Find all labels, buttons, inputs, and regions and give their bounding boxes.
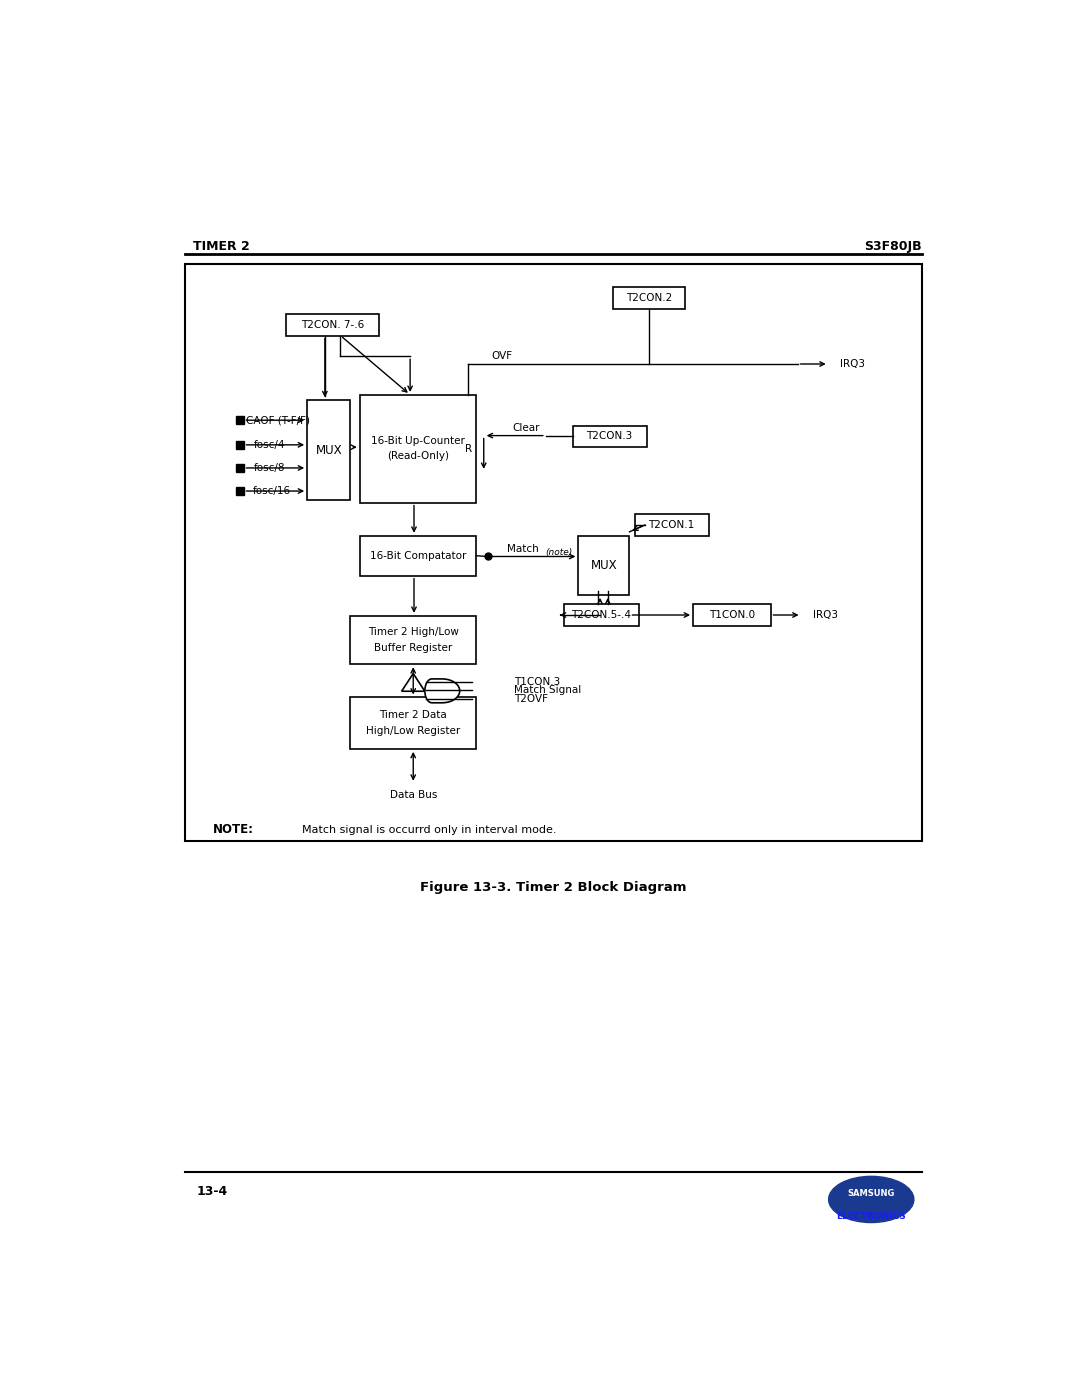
Bar xyxy=(186,264,921,841)
Bar xyxy=(235,464,243,472)
Bar xyxy=(350,616,476,665)
Text: T2CON. 7-.6: T2CON. 7-.6 xyxy=(301,320,364,330)
Text: T2CON.1: T2CON.1 xyxy=(649,520,694,529)
Ellipse shape xyxy=(828,1176,914,1222)
Text: NOTE:: NOTE: xyxy=(213,823,254,837)
Bar xyxy=(572,426,647,447)
Bar xyxy=(693,605,770,626)
Text: ELECTRONICS: ELECTRONICS xyxy=(836,1211,906,1221)
Text: T2OVF: T2OVF xyxy=(514,694,548,704)
Text: IRQ3: IRQ3 xyxy=(840,359,865,369)
Text: Match Signal: Match Signal xyxy=(514,686,581,696)
Text: Figure 13-3. Timer 2 Block Diagram: Figure 13-3. Timer 2 Block Diagram xyxy=(420,882,687,894)
Text: T2CON.2: T2CON.2 xyxy=(626,293,673,303)
Bar xyxy=(286,314,379,335)
Text: fosc/8: fosc/8 xyxy=(254,462,285,474)
Text: T2CON.5-.4: T2CON.5-.4 xyxy=(571,610,631,620)
Text: OVF: OVF xyxy=(491,351,513,362)
Text: T2CON.3: T2CON.3 xyxy=(586,432,633,441)
Text: Match signal is occurrd only in interval mode.: Match signal is occurrd only in interval… xyxy=(301,824,556,835)
Text: (note): (note) xyxy=(545,548,573,557)
Text: 16-Bit Compatator: 16-Bit Compatator xyxy=(369,550,467,560)
Text: MUX: MUX xyxy=(591,559,617,571)
Text: fosc/4: fosc/4 xyxy=(254,440,285,450)
Text: TIMER 2: TIMER 2 xyxy=(193,240,249,253)
Text: High/Low Register: High/Low Register xyxy=(366,726,460,736)
Text: T1CON.3: T1CON.3 xyxy=(514,678,561,687)
Bar xyxy=(635,514,708,535)
Bar xyxy=(235,441,243,448)
Bar xyxy=(307,400,350,500)
Text: (Read-Only): (Read-Only) xyxy=(387,451,449,461)
Text: MUX: MUX xyxy=(315,444,342,457)
Text: Timer 2 High/Low: Timer 2 High/Low xyxy=(368,627,459,637)
Polygon shape xyxy=(402,673,424,692)
Text: IRQ3: IRQ3 xyxy=(813,610,838,620)
Text: 13-4: 13-4 xyxy=(197,1185,228,1199)
Bar xyxy=(360,395,476,503)
Text: T1CON.0: T1CON.0 xyxy=(708,610,755,620)
Text: 16-Bit Up-Counter: 16-Bit Up-Counter xyxy=(370,436,464,446)
Bar xyxy=(235,416,243,425)
Text: Buffer Register: Buffer Register xyxy=(374,643,453,652)
Text: S3F80JB: S3F80JB xyxy=(864,240,921,253)
Text: CAOF (T-F/F): CAOF (T-F/F) xyxy=(246,415,310,425)
Text: Match: Match xyxy=(507,543,539,553)
Text: Data Bus: Data Bus xyxy=(390,791,437,800)
Text: R: R xyxy=(464,444,472,454)
Polygon shape xyxy=(424,679,460,703)
Bar xyxy=(613,286,685,309)
Bar xyxy=(578,535,630,595)
Text: SAMSUNG: SAMSUNG xyxy=(848,1189,895,1197)
Text: Timer 2 Data: Timer 2 Data xyxy=(379,711,447,721)
Bar xyxy=(350,697,476,749)
Bar xyxy=(235,488,243,495)
Bar xyxy=(564,605,638,626)
Text: fosc/16: fosc/16 xyxy=(253,486,291,496)
Text: Clear: Clear xyxy=(513,423,540,433)
Bar xyxy=(360,535,476,576)
